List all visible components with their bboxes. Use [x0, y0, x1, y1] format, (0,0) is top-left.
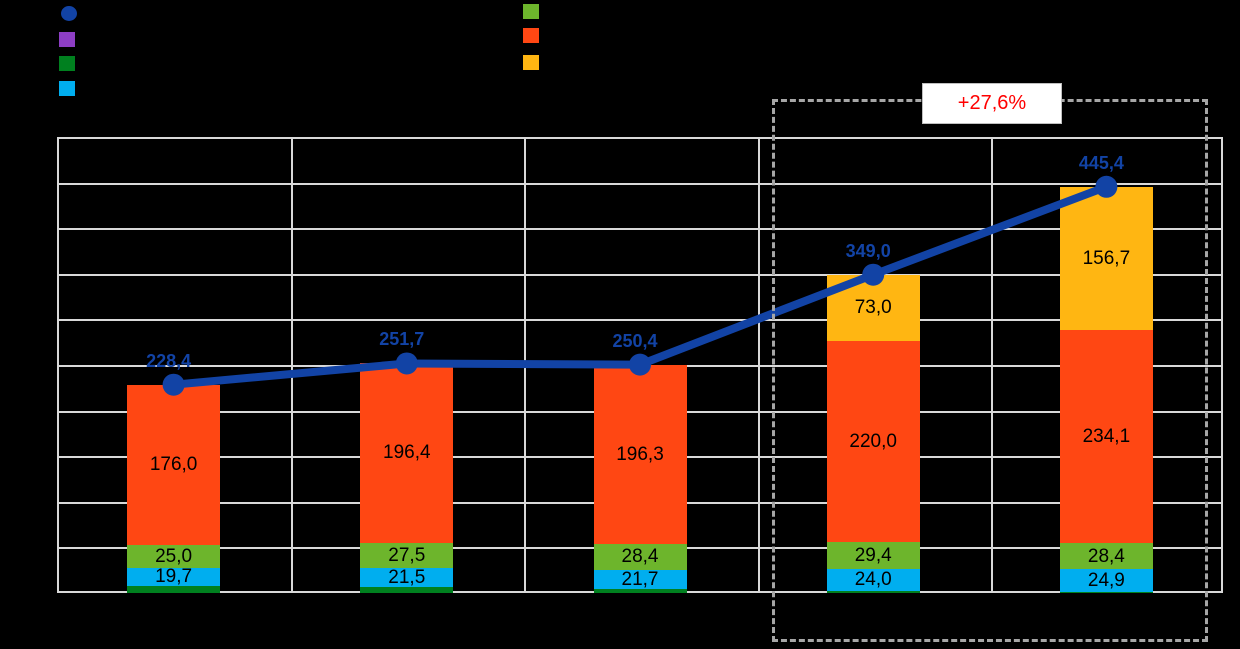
bar-segment-cyan: 24,9	[1059, 569, 1153, 592]
bar-segment-label: 196,4	[383, 442, 431, 464]
v-gridline	[757, 139, 760, 591]
bar-segment-label: 24,9	[1087, 569, 1125, 591]
bar-segment-cyan: 21,5	[360, 566, 454, 588]
bar-segment-darkgreen-base	[1059, 591, 1153, 593]
bar-segment-green: 27,5	[360, 542, 454, 568]
bar-segment-cyan: 19,7	[127, 566, 221, 588]
bar-segment-green: 25,0	[127, 545, 221, 568]
total-value-label: 250,4	[612, 330, 658, 351]
bar-segment-label: 176,0	[149, 454, 198, 476]
green-series-marker-icon	[523, 4, 539, 19]
bar-segment-green: 28,4	[593, 543, 687, 570]
v-gridline	[291, 139, 294, 591]
total-value-label: 445,4	[1078, 152, 1124, 173]
bar-segment-darkgreen-base	[360, 587, 454, 593]
bar-segment-label: 19,7	[155, 566, 193, 588]
bar-segment-label: 25,0	[155, 546, 193, 568]
bar-segment-label: 234,1	[1082, 425, 1131, 447]
bar-segment-darkgreen-base	[826, 590, 920, 593]
total-value-label: 251,7	[379, 329, 425, 350]
bar-segment-label: 196,3	[616, 443, 664, 465]
bar-segment-darkgreen-base	[593, 589, 687, 593]
total-line-marker-icon	[61, 6, 77, 21]
percent-change-badge: +27,6%	[922, 83, 1062, 124]
bar-segment-label: 24,0	[854, 569, 892, 591]
darkgreen-series-marker-icon	[59, 56, 75, 71]
bar-segment-orange: 176,0	[127, 384, 221, 546]
bar-segment-green: 28,4	[1059, 543, 1153, 570]
bar-segment-cyan: 21,7	[593, 568, 687, 590]
total-value-label: 349,0	[845, 240, 891, 261]
bar-segment-label: 28,4	[1087, 545, 1125, 567]
orange-series-marker-icon	[523, 28, 539, 43]
bar-segment-label: 21,5	[388, 566, 426, 588]
purple-series-marker-icon	[59, 32, 75, 47]
highlight-dashed-rect	[772, 99, 1208, 642]
bar-segment-label: 21,7	[621, 568, 659, 590]
bar-segment-orange: 196,3	[593, 364, 687, 544]
percent-change-label: +27,6%	[957, 92, 1027, 114]
bar-segment-darkgreen-base	[127, 585, 221, 593]
cyan-series-marker-icon	[59, 81, 75, 96]
bar-segment-label: 28,4	[621, 546, 659, 568]
bar-segment-orange: 196,4	[360, 363, 454, 543]
yellow-series-marker-icon	[523, 55, 539, 70]
bar-segment-label: 27,5	[388, 544, 426, 566]
bar-segment-label: 220,0	[849, 431, 897, 453]
bar-segment-label: 29,4	[854, 544, 892, 566]
total-value-label: 228,4	[146, 350, 192, 371]
bar-segment-cyan: 24,0	[826, 568, 920, 591]
bar-segment-green: 29,4	[826, 541, 920, 569]
v-gridline	[524, 139, 527, 591]
